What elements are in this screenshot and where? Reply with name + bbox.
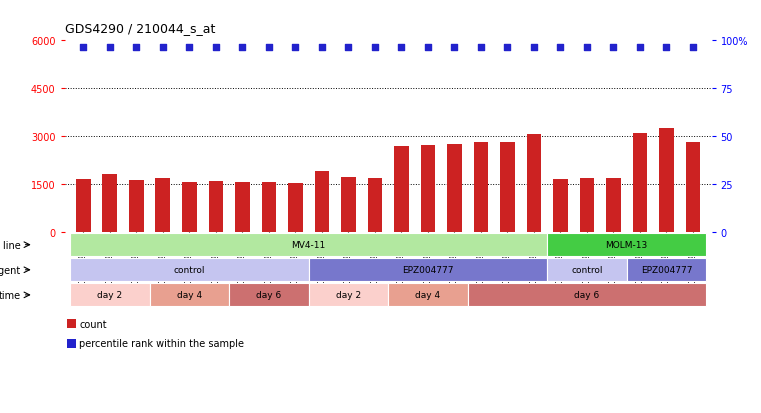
Bar [659, 129, 673, 233]
Text: MV4-11: MV4-11 [291, 241, 326, 249]
Bar [182, 182, 196, 233]
Point [475, 44, 487, 51]
Bar [70, 259, 308, 282]
Bar [341, 178, 355, 233]
Bar [235, 183, 250, 233]
Text: time: time [0, 290, 21, 300]
Bar [632, 134, 648, 233]
Bar [76, 180, 91, 233]
Bar [388, 284, 468, 307]
Bar [686, 142, 700, 233]
Text: cell line: cell line [0, 240, 21, 250]
Point [554, 44, 566, 51]
Point [342, 44, 355, 51]
Text: day 4: day 4 [416, 291, 441, 300]
Bar [155, 178, 170, 233]
Bar [607, 178, 621, 233]
Bar [314, 171, 329, 233]
Point [236, 44, 248, 51]
Text: EPZ004777: EPZ004777 [402, 266, 454, 275]
Text: day 6: day 6 [256, 291, 282, 300]
Text: count: count [79, 319, 107, 329]
Text: GDS4290 / 210044_s_at: GDS4290 / 210044_s_at [65, 22, 215, 35]
Bar [209, 182, 223, 233]
Point [369, 44, 381, 51]
Point [528, 44, 540, 51]
Point [77, 44, 89, 51]
Bar [308, 284, 388, 307]
Bar [500, 142, 514, 233]
Bar [262, 183, 276, 233]
Bar [288, 183, 303, 233]
Bar [447, 145, 462, 233]
Bar [468, 284, 706, 307]
Point [263, 44, 275, 51]
Point [183, 44, 196, 51]
Bar [308, 259, 547, 282]
Bar [70, 284, 149, 307]
Point [634, 44, 646, 51]
Bar [129, 181, 144, 233]
Point [661, 44, 673, 51]
Text: day 2: day 2 [97, 291, 123, 300]
Bar [547, 234, 706, 256]
Point [501, 44, 514, 51]
Bar [394, 147, 409, 233]
Bar [149, 284, 229, 307]
Point [448, 44, 460, 51]
Point [687, 44, 699, 51]
Bar [580, 179, 594, 233]
Text: MOLM-13: MOLM-13 [606, 241, 648, 249]
Bar [553, 180, 568, 233]
Point [581, 44, 593, 51]
Point [422, 44, 434, 51]
Text: day 4: day 4 [177, 291, 202, 300]
Point [289, 44, 301, 51]
Text: day 6: day 6 [575, 291, 600, 300]
Text: agent: agent [0, 265, 21, 275]
Bar [229, 284, 308, 307]
Bar [473, 142, 489, 233]
Bar [627, 259, 706, 282]
Text: percentile rank within the sample: percentile rank within the sample [79, 339, 244, 349]
Text: day 2: day 2 [336, 291, 361, 300]
Bar [421, 146, 435, 233]
Point [210, 44, 222, 51]
Bar [103, 175, 117, 233]
Text: control: control [174, 266, 205, 275]
Point [157, 44, 169, 51]
Point [395, 44, 407, 51]
Point [130, 44, 142, 51]
Point [607, 44, 619, 51]
Bar [527, 135, 541, 233]
Text: EPZ004777: EPZ004777 [641, 266, 693, 275]
Bar [70, 234, 547, 256]
Text: control: control [572, 266, 603, 275]
Point [103, 44, 116, 51]
Point [316, 44, 328, 51]
Bar [368, 178, 382, 233]
Bar [547, 259, 627, 282]
